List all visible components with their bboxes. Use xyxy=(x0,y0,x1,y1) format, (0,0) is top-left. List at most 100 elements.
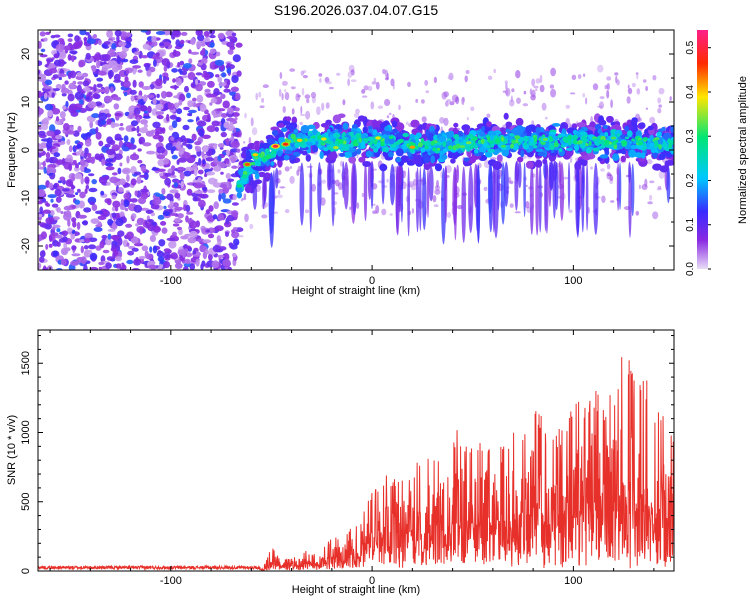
heatmap-cell xyxy=(137,69,143,73)
heatmap-cell xyxy=(452,150,459,160)
heatmap-cell xyxy=(77,81,84,85)
heatmap-cell xyxy=(170,136,175,141)
heatmap-cell xyxy=(84,188,88,194)
heatmap-cell xyxy=(420,147,426,153)
heatmap-cell xyxy=(548,136,553,139)
heatmap-cell xyxy=(568,209,573,213)
heatmap-cell xyxy=(122,80,131,88)
heatmap-cell xyxy=(102,249,110,254)
heatmap-cell xyxy=(168,125,174,131)
heatmap-cell xyxy=(209,30,215,35)
heatmap-cell xyxy=(41,198,47,203)
heatmap-cell xyxy=(503,161,509,207)
heatmap-cell xyxy=(576,122,587,128)
heatmap-cell xyxy=(137,159,143,164)
heatmap-cell xyxy=(39,250,46,258)
heatmap-cell xyxy=(362,161,372,167)
heatmap-cell xyxy=(91,65,97,73)
heatmap-cell xyxy=(652,211,659,220)
heatmap-cell xyxy=(569,92,576,95)
heatmap-cell xyxy=(518,160,522,189)
heatmap-cell xyxy=(125,143,133,148)
heatmap-cell xyxy=(275,153,285,161)
heatmap-cell xyxy=(405,121,409,126)
heatmap-cell xyxy=(226,137,230,146)
heatmap-cell xyxy=(388,135,394,140)
heatmap-cell xyxy=(581,162,585,233)
heatmap-cell xyxy=(57,180,63,184)
heatmap-cell xyxy=(88,173,95,177)
heatmap-cell xyxy=(82,87,91,92)
heatmap-cell xyxy=(399,138,404,144)
heatmap-cell xyxy=(535,148,544,153)
heatmap-cell xyxy=(505,83,508,90)
heatmap-cell xyxy=(524,142,527,147)
heatmap-cell xyxy=(91,204,98,211)
heatmap-cell xyxy=(38,262,42,270)
heatmap-cell xyxy=(88,187,98,193)
heatmap-cell xyxy=(550,88,557,98)
heatmap-cell xyxy=(539,84,545,93)
heatmap-cell xyxy=(54,59,62,66)
heatmap-cell xyxy=(60,87,70,94)
heatmap-cell xyxy=(343,140,347,145)
heatmap-cell xyxy=(111,212,117,218)
heatmap-cell xyxy=(588,140,592,146)
heatmap-cell xyxy=(434,189,441,195)
heatmap-cell xyxy=(181,71,188,76)
heatmap-cell xyxy=(244,162,251,166)
heatmap-cell xyxy=(67,38,73,42)
heatmap-cell xyxy=(487,148,495,153)
heatmap-cell xyxy=(300,105,303,115)
heatmap-cell xyxy=(618,162,622,210)
heatmap-cell xyxy=(367,125,373,130)
heatmap-cell xyxy=(97,39,102,46)
heatmap-cell xyxy=(208,253,213,261)
heatmap-cell xyxy=(100,190,105,196)
heatmap-cell xyxy=(185,204,191,213)
heatmap-cell xyxy=(79,30,87,36)
heatmap-cell xyxy=(226,36,235,39)
heatmap-cell xyxy=(395,141,399,146)
heatmap-cell xyxy=(115,263,122,269)
heatmap-cell xyxy=(461,166,467,243)
heatmap-cell xyxy=(217,155,222,162)
heatmap-cell xyxy=(114,30,122,37)
heatmap-cell xyxy=(95,126,99,134)
heatmap-cell xyxy=(230,86,239,93)
heatmap-cell xyxy=(583,73,586,77)
heatmap-cell xyxy=(212,245,222,253)
heatmap-cell xyxy=(493,68,497,74)
heatmap-cell xyxy=(45,243,49,250)
heatmap-cell xyxy=(213,91,223,95)
heatmap-cell xyxy=(574,161,582,171)
heatmap-cell xyxy=(161,58,170,67)
heatmap-cell xyxy=(410,119,420,128)
heatmap-cell xyxy=(106,118,112,125)
heatmap-cell xyxy=(606,83,610,90)
heatmap-cell xyxy=(649,194,653,201)
heatmap-cell xyxy=(476,164,481,243)
heatmap-cell xyxy=(178,99,183,106)
heatmap-cell xyxy=(599,101,604,110)
heatmap-cell xyxy=(57,138,62,143)
heatmap-cell xyxy=(284,92,290,101)
heatmap-cell xyxy=(481,126,486,132)
heatmap-cell xyxy=(66,139,71,145)
heatmap-cell xyxy=(535,88,538,91)
heatmap-cell xyxy=(79,158,86,167)
heatmap-cell xyxy=(437,147,441,151)
heatmap-cell xyxy=(40,231,48,240)
heatmap-cell xyxy=(638,184,641,190)
heatmap-cell xyxy=(44,79,53,86)
heatmap-cell xyxy=(290,86,296,90)
heatmap-cell xyxy=(523,162,526,218)
heatmap-cell xyxy=(222,186,229,194)
heatmap-cell xyxy=(291,116,298,125)
heatmap-cell xyxy=(286,116,292,122)
snr-xlabel: Height of straight line (km) xyxy=(292,584,420,596)
heatmap-cell xyxy=(149,234,156,243)
heatmap-cell xyxy=(122,33,127,38)
heatmap-cell xyxy=(60,258,67,266)
heatmap-cell xyxy=(174,217,182,223)
